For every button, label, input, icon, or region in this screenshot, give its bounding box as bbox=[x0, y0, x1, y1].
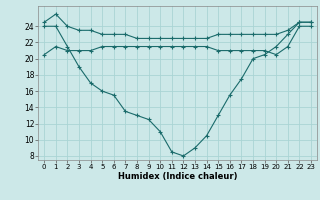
X-axis label: Humidex (Indice chaleur): Humidex (Indice chaleur) bbox=[118, 172, 237, 181]
